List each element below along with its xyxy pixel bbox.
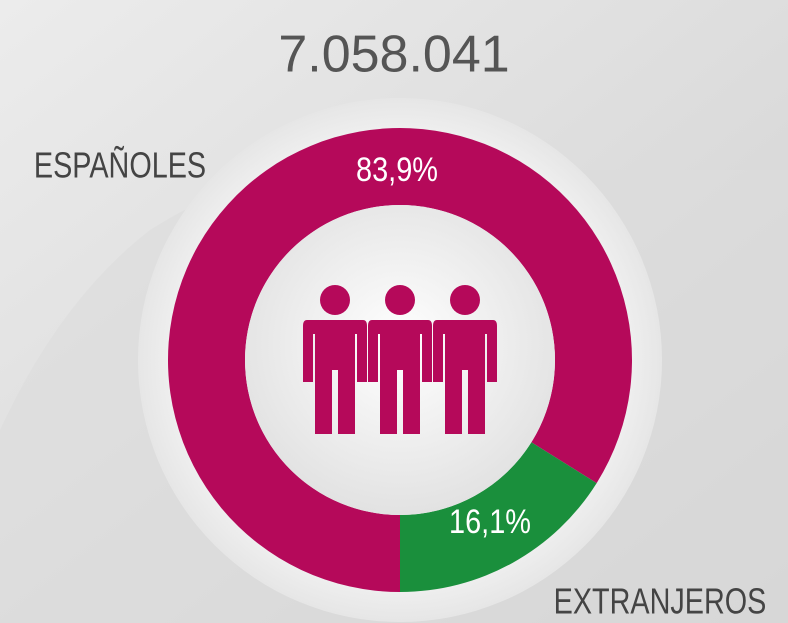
value-label: 16,1%: [449, 502, 531, 541]
chart-title: 7.058.041: [278, 26, 509, 84]
category-label: ESPAÑOLES: [34, 144, 206, 185]
value-label: 83,9%: [356, 150, 438, 189]
slices: [167, 128, 632, 592]
slice: [167, 128, 632, 592]
category-label: EXTRANJEROS: [554, 580, 767, 621]
slice: [400, 442, 597, 592]
